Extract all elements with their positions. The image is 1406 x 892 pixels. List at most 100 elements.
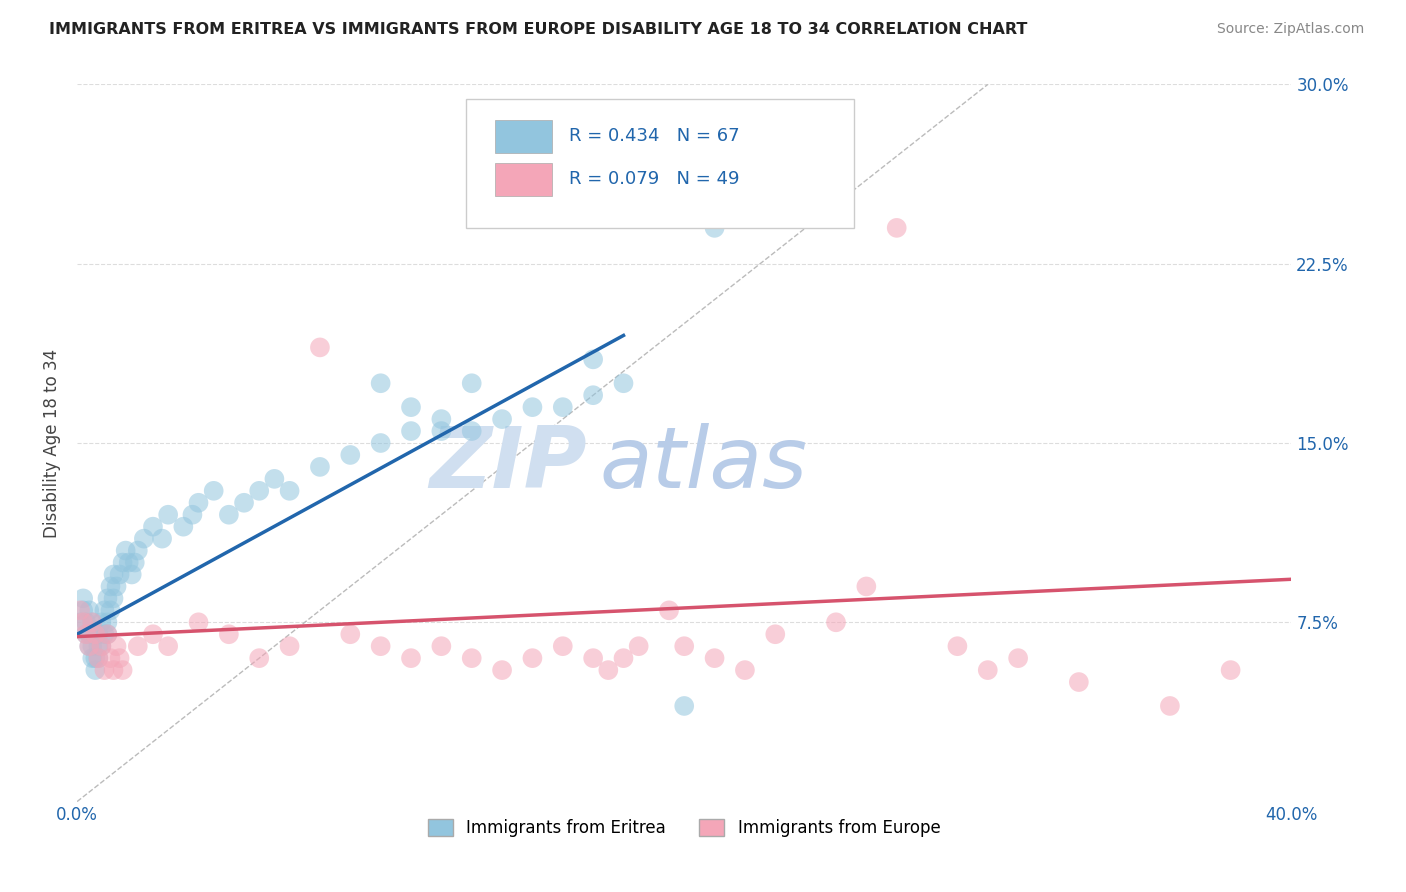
Point [551, 400, 574, 414]
Point [77, 603, 100, 617]
Point [627, 639, 650, 653]
Point [72, 591, 94, 606]
Point [703, 220, 725, 235]
Point [218, 508, 240, 522]
Point [87, 651, 110, 665]
Point [82, 615, 104, 630]
Point [278, 639, 301, 653]
Point [77, 639, 100, 653]
Point [132, 532, 155, 546]
Point [218, 627, 240, 641]
Point [142, 627, 165, 641]
Point [582, 388, 605, 402]
Point [612, 376, 634, 391]
Point [69, 615, 91, 630]
Point [87, 639, 110, 653]
Point [309, 459, 332, 474]
Text: ZIP: ZIP [429, 423, 588, 506]
Point [100, 579, 122, 593]
Point [233, 496, 256, 510]
Point [105, 579, 128, 593]
Point [855, 579, 877, 593]
Text: atlas: atlas [599, 423, 807, 506]
Point [370, 436, 392, 450]
Point [461, 424, 484, 438]
Point [339, 627, 361, 641]
Point [247, 651, 270, 665]
Point [84, 627, 107, 641]
Point [90, 639, 112, 653]
Point [72, 603, 94, 617]
Point [69, 603, 91, 617]
FancyBboxPatch shape [495, 120, 553, 153]
Point [612, 651, 634, 665]
Point [430, 424, 453, 438]
Point [673, 698, 696, 713]
Point [90, 639, 112, 653]
Point [1007, 651, 1029, 665]
Point [247, 483, 270, 498]
Point [187, 615, 209, 630]
Point [886, 220, 908, 235]
Point [522, 651, 544, 665]
Point [399, 651, 422, 665]
Point [598, 663, 620, 677]
Legend: Immigrants from Eritrea, Immigrants from Europe: Immigrants from Eritrea, Immigrants from… [422, 812, 948, 844]
Point [370, 376, 392, 391]
Point [461, 376, 484, 391]
Point [461, 651, 484, 665]
Y-axis label: Disability Age 18 to 34: Disability Age 18 to 34 [44, 349, 60, 538]
Point [84, 627, 107, 641]
Point [551, 639, 574, 653]
Point [263, 472, 285, 486]
Point [172, 519, 194, 533]
Point [127, 639, 149, 653]
Point [825, 615, 848, 630]
Point [339, 448, 361, 462]
Point [77, 639, 100, 653]
Point [202, 483, 225, 498]
Point [142, 519, 165, 533]
Point [100, 651, 122, 665]
Point [103, 567, 125, 582]
Point [157, 508, 180, 522]
Point [96, 627, 118, 641]
Point [84, 651, 107, 665]
Point [491, 663, 513, 677]
Point [127, 543, 149, 558]
Point [84, 663, 107, 677]
Point [187, 496, 209, 510]
Point [93, 603, 115, 617]
Point [96, 591, 118, 606]
Text: R = 0.079   N = 49: R = 0.079 N = 49 [569, 170, 740, 188]
Point [114, 543, 136, 558]
Point [370, 639, 392, 653]
Point [734, 663, 756, 677]
Point [582, 352, 605, 367]
Point [82, 639, 104, 653]
Point [582, 651, 605, 665]
Point [100, 603, 122, 617]
Point [181, 508, 204, 522]
Point [90, 615, 112, 630]
Point [111, 663, 134, 677]
Point [673, 639, 696, 653]
Point [977, 663, 1000, 677]
Point [658, 603, 681, 617]
Point [763, 627, 786, 641]
FancyBboxPatch shape [495, 162, 553, 196]
Point [157, 639, 180, 653]
Point [93, 663, 115, 677]
Point [278, 483, 301, 498]
Text: IMMIGRANTS FROM ERITREA VS IMMIGRANTS FROM EUROPE DISABILITY AGE 18 TO 34 CORREL: IMMIGRANTS FROM ERITREA VS IMMIGRANTS FR… [49, 22, 1028, 37]
Point [103, 663, 125, 677]
Point [96, 615, 118, 630]
Point [1067, 675, 1090, 690]
Point [1219, 663, 1241, 677]
Point [87, 627, 110, 641]
Point [1159, 698, 1181, 713]
Point [121, 567, 143, 582]
Text: R = 0.434   N = 67: R = 0.434 N = 67 [569, 127, 740, 145]
Point [77, 627, 100, 641]
Point [87, 651, 110, 665]
